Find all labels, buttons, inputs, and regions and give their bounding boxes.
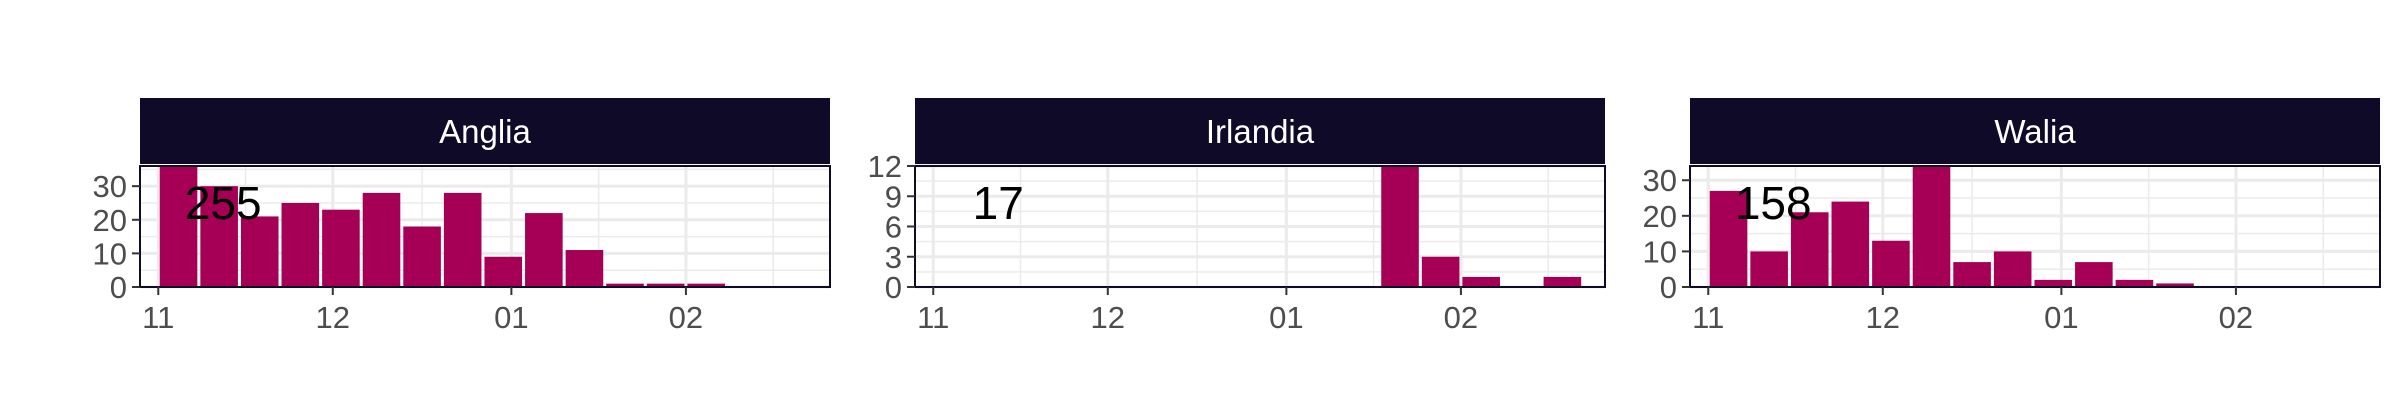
x-tick-label: 02 (2219, 300, 2253, 335)
panel-border (139, 165, 831, 288)
x-tick-label: 11 (917, 300, 949, 335)
panel-border (1689, 165, 2381, 288)
y-tick-label: 3 (885, 240, 902, 275)
bar (403, 226, 441, 287)
x-tick-label: 11 (1692, 300, 1724, 335)
facet-strip (1690, 98, 2380, 164)
y-tick-label: 30 (93, 169, 127, 204)
bar (159, 166, 198, 287)
x-tick-label: 02 (1444, 300, 1478, 335)
bar (1750, 251, 1788, 287)
facet-count-label: 17 (973, 177, 1024, 229)
bar (2034, 279, 2073, 287)
y-tick-label: 12 (868, 149, 902, 184)
y-tick-label: 30 (1643, 163, 1677, 198)
bar (200, 186, 238, 287)
bar (687, 283, 725, 287)
bar (281, 202, 320, 287)
y-tick-label: 10 (1643, 234, 1677, 269)
x-tick-label: 01 (494, 300, 528, 335)
y-tick-label: 20 (93, 203, 127, 238)
bar (1872, 240, 1910, 287)
x-tick-label: 02 (669, 300, 703, 335)
bar (1421, 256, 1460, 287)
y-tick-label: 0 (110, 270, 127, 305)
facet-strip-label: Irlandia (1206, 113, 1315, 150)
bar (1912, 166, 1951, 287)
y-tick-label: 0 (1660, 270, 1677, 305)
x-tick-label: 01 (1269, 300, 1303, 335)
facet-strip-label: Walia (1994, 113, 2076, 150)
bar (646, 283, 685, 287)
bar (1953, 262, 1991, 287)
bar (1543, 276, 1582, 287)
y-tick-label: 6 (885, 210, 902, 245)
facet-count-label: 255 (185, 177, 262, 229)
x-tick-label: 01 (2044, 300, 2078, 335)
bar (1831, 201, 1870, 287)
bar (1381, 166, 1419, 287)
y-tick-label: 10 (93, 236, 127, 271)
x-tick-label: 12 (1091, 300, 1125, 335)
y-tick-label: 0 (885, 270, 902, 305)
bar (525, 213, 563, 287)
facet-count-label: 158 (1735, 177, 1812, 229)
bar (2075, 262, 2113, 287)
bar (240, 216, 279, 287)
bar (606, 283, 644, 287)
bar (1709, 190, 1748, 287)
bar (1790, 212, 1829, 287)
bar (362, 192, 401, 287)
bar (1993, 251, 2032, 287)
facet-strip (915, 98, 1605, 164)
bar (2156, 283, 2194, 287)
bar (565, 250, 604, 287)
bar (2115, 279, 2154, 287)
facet-strip (140, 98, 830, 164)
bar (1462, 276, 1500, 287)
x-tick-label: 12 (1866, 300, 1900, 335)
facet-strip-label: Anglia (439, 113, 531, 150)
bar (443, 192, 482, 287)
bar (484, 256, 523, 287)
x-tick-label: 11 (142, 300, 174, 335)
y-tick-label: 9 (885, 179, 902, 214)
y-tick-label: 20 (1643, 199, 1677, 234)
x-tick-label: 12 (316, 300, 350, 335)
bar (322, 209, 360, 287)
